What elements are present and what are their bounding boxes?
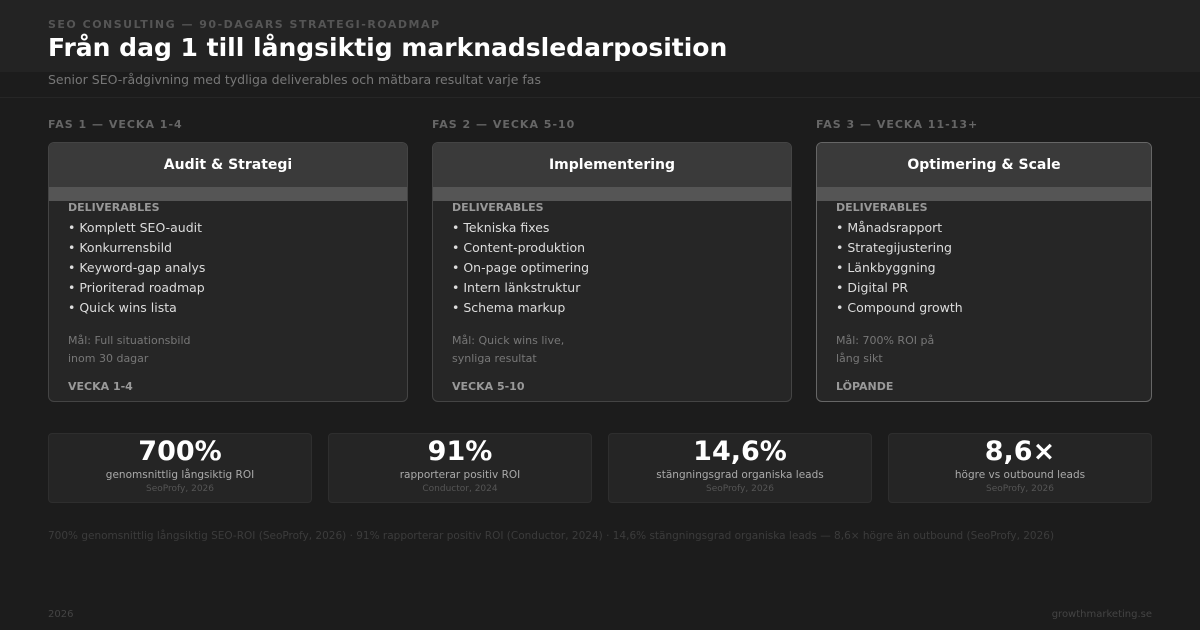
stat-source: Conductor, 2024 <box>422 484 498 494</box>
stat-label: stängningsgrad organiska leads <box>656 469 824 481</box>
stat-source: SeoProfy, 2026 <box>146 484 214 494</box>
deliverables-heading: DELIVERABLES <box>452 201 544 214</box>
deliverable: • Länkbyggning <box>836 260 936 275</box>
card-strip <box>817 187 1151 201</box>
deliverable: • Intern länkstruktur <box>452 280 581 295</box>
deliverable: • Digital PR <box>836 280 909 295</box>
card-title: Optimering & Scale <box>817 143 1151 187</box>
goal: lång sikt <box>836 352 883 365</box>
deliverable: • Prioriterad roadmap <box>68 280 205 295</box>
goal: Mål: Quick wins live, <box>452 334 565 347</box>
goal: Mål: Full situationsbild <box>68 334 191 347</box>
phase-card: Implementering DELIVERABLES • Tekniska fix… <box>432 142 792 402</box>
phase-card: Optimering & Scale DELIVERABLES • Månadsra… <box>816 142 1152 402</box>
deliverable: • Quick wins lista <box>68 300 177 315</box>
stat-label: genomsnittlig långsiktig ROI <box>105 469 255 481</box>
stat-value: 700% <box>138 436 222 467</box>
timing: VECKA 5-10 <box>452 380 525 393</box>
title: Från dag 1 till långsiktig marknadsledar… <box>48 33 728 62</box>
footnote: 700% genomsnittlig långsiktig SEO-ROI (S… <box>48 530 1055 542</box>
stat-source: SeoProfy, 2026 <box>706 484 774 494</box>
header-band <box>0 0 1200 72</box>
subtitle: Senior SEO-rådgivning med tydliga delive… <box>48 72 541 87</box>
deliverable: • Compound growth <box>836 300 963 315</box>
goal: Mål: 700% ROI på <box>836 334 935 347</box>
footer-site: growthmarketing.se <box>1051 609 1152 620</box>
deliverables-heading: DELIVERABLES <box>836 201 928 214</box>
timing: VECKA 1-4 <box>68 380 133 393</box>
stat-value: 14,6% <box>693 436 787 467</box>
stat-box: 91% rapporterar positiv ROI Conductor, 202… <box>328 433 592 503</box>
phase-label: FAS 1 — VECKA 1-4 <box>48 118 183 131</box>
card-strip <box>433 187 791 201</box>
stat-box: 8,6× högre vs outbound leads SeoProfy, 202… <box>888 433 1152 503</box>
deliverable: • Keyword-gap analys <box>68 260 206 275</box>
deliverable: • On-page optimering <box>452 260 590 275</box>
stat-label: högre vs outbound leads <box>954 469 1086 481</box>
stat-box: 14,6% stängningsgrad organiska leads SeoPr… <box>608 433 872 503</box>
card-title: Audit & Strategi <box>49 143 407 187</box>
phase-label: FAS 3 — VECKA 11-13+ <box>816 118 979 131</box>
goal: synliga resultat <box>452 352 537 365</box>
deliverable: • Konkurrensbild <box>68 240 172 255</box>
deliverable: • Tekniska fixes <box>452 220 550 235</box>
footer-year: 2026 <box>48 609 74 620</box>
eyebrow: SEO CONSULTING — 90-DAGARS STRATEGI-ROAD… <box>48 18 441 31</box>
deliverable: • Komplett SEO-audit <box>68 220 203 235</box>
card-strip <box>49 187 407 201</box>
deliverable: • Content-produktion <box>452 240 586 255</box>
stat-source: SeoProfy, 2026 <box>986 484 1054 494</box>
timing: LÖPANDE <box>836 380 894 393</box>
card-title: Implementering <box>433 143 791 187</box>
deliverable: • Månadsrapport <box>836 220 943 235</box>
deliverable: • Strategijustering <box>836 240 952 255</box>
deliverables-heading: DELIVERABLES <box>68 201 160 214</box>
stat-value: 91% <box>427 436 493 467</box>
stat-label: rapporterar positiv ROI <box>399 469 521 481</box>
phase-card: Audit & Strategi DELIVERABLES • Komplett S… <box>48 142 408 402</box>
deliverable: • Schema markup <box>452 300 566 315</box>
stat-box: 700% genomsnittlig långsiktig ROI SeoProfy… <box>48 433 312 503</box>
phase-label: FAS 2 — VECKA 5-10 <box>432 118 576 131</box>
divider <box>0 97 1200 98</box>
stat-value: 8,6× <box>984 436 1056 467</box>
goal: inom 30 dagar <box>68 352 149 365</box>
